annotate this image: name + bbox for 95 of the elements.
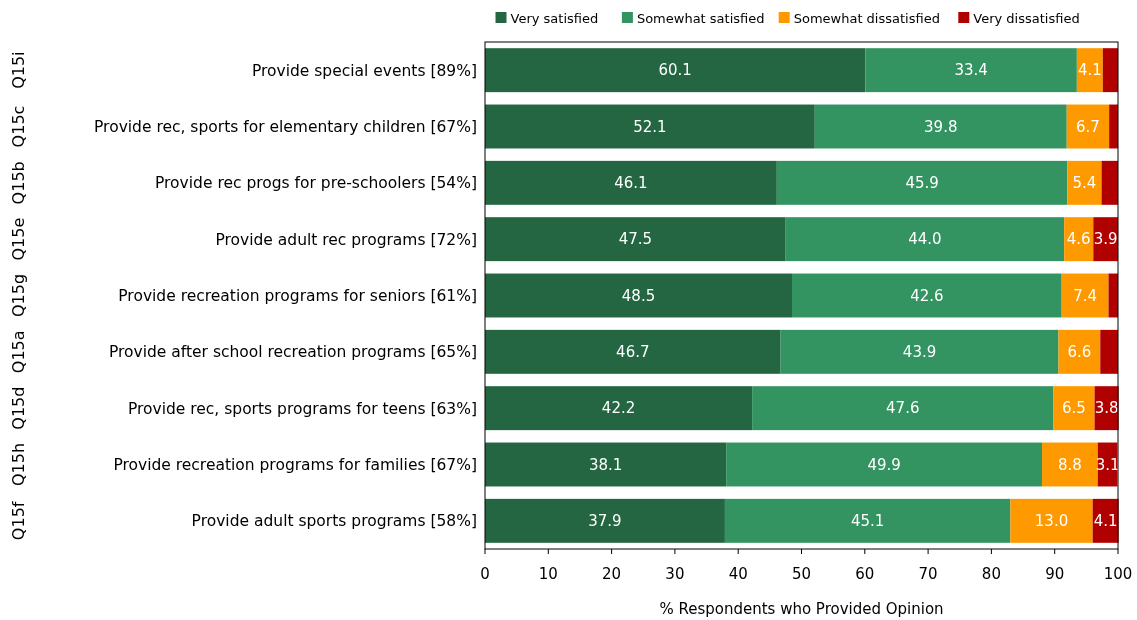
text: Q15b [9,161,28,205]
bar [1066,104,1110,149]
data-label: 45.9 [905,174,939,193]
text: Q15a [9,330,28,374]
x-tick-label: 100 [1103,565,1133,583]
data-label: 52.1 [633,117,667,136]
bar [1076,48,1103,93]
data-label: 13.0 [1034,512,1069,531]
bar [780,329,1059,374]
data-label: 38.1 [588,455,623,474]
bar [485,386,753,431]
x-axis-title: % Respondents who Provided Opinion [659,600,944,618]
legend-label: Somewhat dissatisfied [793,10,940,26]
bar [485,442,727,487]
bar [776,160,1068,205]
data-label: 6.5 [1062,399,1086,418]
bar [485,329,781,374]
data-label: 3.8 [1094,399,1119,418]
bar [485,48,866,93]
bar [1058,329,1101,374]
y-tick-label: Provide adult rec programs [72%] [215,230,477,249]
data-label: 7.4 [1073,286,1098,305]
bar [724,498,1011,543]
y-tick-label: Provide special events [89%] [251,61,477,80]
data-label: 42.2 [601,399,636,418]
x-tick-label: 90 [1045,565,1065,583]
legend-label: Very satisfied [510,10,599,26]
data-label: 8.8 [1057,455,1082,474]
data-label: 4.1 [1093,512,1118,531]
data-label: 44.0 [908,230,942,249]
y-tick-label: Provide recreation programs for seniors [61%] [118,286,477,305]
text: Q15f [9,501,28,541]
data-label: 5.4 [1072,174,1097,193]
x-tick-label: 80 [981,565,1001,583]
bar [485,160,777,205]
bar [1102,48,1118,93]
data-label: 43.9 [902,343,937,362]
bar [1010,498,1093,543]
data-label: 49.9 [867,455,901,474]
x-tick-label: 60 [855,565,875,583]
data-label: 47.6 [886,399,920,418]
data-label: 3.9 [1093,230,1118,249]
bar [785,217,1065,262]
bar [485,498,725,543]
y-tick-label: Provide rec, sports programs for teens [63%] [127,399,477,418]
text: Q15c [9,105,28,148]
x-tick-label: 70 [918,565,938,583]
x-tick-label: 20 [602,565,622,583]
bar [485,273,793,318]
bar [814,104,1067,149]
legend-label: Very dissatisfied [973,10,1080,26]
bar [1042,442,1098,487]
data-label: 3.1 [1095,455,1120,474]
data-label: 33.4 [954,61,988,80]
x-tick-label: 0 [480,565,490,583]
bar [726,442,1043,487]
bar [485,104,815,149]
x-tick-label: 50 [791,565,812,583]
bar [1100,329,1118,374]
data-label: 47.5 [618,230,653,249]
data-label: 6.7 [1076,117,1100,136]
data-label: 48.5 [621,286,656,305]
data-label: 4.6 [1066,230,1091,249]
x-tick-label: 40 [728,565,748,583]
data-label: 60.1 [658,61,692,80]
bar [865,48,1077,93]
text: Q15i [9,51,28,89]
y-tick-label: Provide rec progs for pre-schoolers [54%] [155,174,477,193]
bar [1101,160,1118,205]
data-label: 46.7 [616,343,650,362]
bar [1061,273,1109,318]
data-label: 39.8 [924,117,958,136]
text: Q15e [9,217,28,261]
x-tick-label: 10 [538,565,558,583]
legend-label: Somewhat satisfied [636,10,765,26]
x-tick-label: 30 [665,565,685,583]
data-label: 45.1 [850,512,885,531]
bar [1064,217,1094,262]
y-tick-label: Provide after school recreation programs [65%] [108,343,477,362]
y-tick-label: Provide adult sports programs [58%] [191,512,477,531]
bar [792,273,1062,318]
y-tick-label: Provide rec, sports for elementary children [67%] [94,117,477,136]
text: Q15d [9,386,28,430]
data-label: 37.9 [588,512,622,531]
bar [1053,386,1095,431]
bar [485,217,786,262]
data-label: 4.1 [1077,61,1102,80]
data-label: 46.1 [614,174,648,193]
data-label: 6.6 [1067,343,1092,362]
bar [752,386,1054,431]
y-tick-label: Provide recreation programs for families [67%] [113,455,477,474]
text: Q15g [9,273,28,318]
data-label: 42.6 [910,286,944,305]
bar [1067,160,1102,205]
text: Q15h [9,442,28,487]
